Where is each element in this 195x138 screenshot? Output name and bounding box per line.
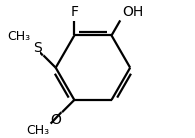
Text: F: F (70, 5, 78, 19)
Text: S: S (33, 41, 42, 55)
Text: CH₃: CH₃ (26, 124, 49, 137)
Text: OH: OH (123, 5, 144, 19)
Text: O: O (50, 113, 61, 127)
Text: CH₃: CH₃ (8, 30, 31, 43)
